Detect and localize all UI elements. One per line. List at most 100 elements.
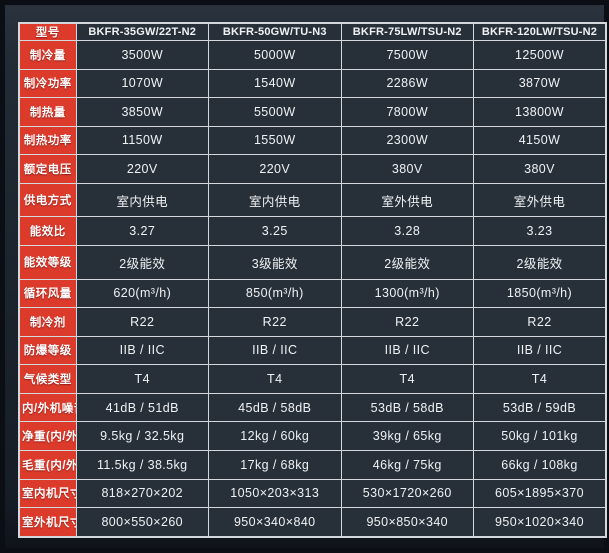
spec-value-cell: 1850(m³/h) xyxy=(473,278,607,309)
spec-value-cell: 1550W xyxy=(208,125,342,156)
table-row: 循环风量 620(m³/h) 850(m³/h) 1300(m³/h) 1850(m³/… xyxy=(18,278,607,309)
spec-value-cell: 39kg / 65kg xyxy=(340,421,474,451)
spec-value-cell: IIB / IIC xyxy=(473,335,607,366)
spec-value-cell: T4 xyxy=(340,364,474,394)
spec-value-cell: 380V xyxy=(340,154,474,184)
row-label-cell: 制冷功率 xyxy=(18,68,77,99)
spec-value-cell: 3500W xyxy=(75,40,209,70)
row-label-cell: 循环风量 xyxy=(18,278,77,309)
row-label-cell: 额定电压 xyxy=(18,154,77,184)
table-row: 能效等级 2级能效 3级能效 2级能效 2级能效 xyxy=(18,244,607,280)
spec-value-cell: 1150W xyxy=(75,125,209,156)
spec-value-cell: IIB / IIC xyxy=(340,335,474,366)
row-label-cell: 气候类型 xyxy=(18,364,77,394)
row-label-cell: 制热功率 xyxy=(18,125,77,156)
spec-value-cell: 2级能效 xyxy=(340,244,474,280)
spec-value-cell: 1540W xyxy=(208,68,342,99)
spec-value-cell: R22 xyxy=(208,307,342,337)
table-row: 气候类型 T4 T4 T4 T4 xyxy=(18,364,607,394)
spec-value-cell: R22 xyxy=(473,307,607,337)
row-label-cell: 能效等级 xyxy=(18,244,77,280)
spec-value-cell: 1070W xyxy=(75,68,209,99)
spec-value-cell: 室内供电 xyxy=(75,182,209,218)
spec-value-cell: IIB / IIC xyxy=(75,335,209,366)
table-row: 室外机尺寸 800×550×260 950×340×840 950×850×340 95… xyxy=(18,507,607,538)
spec-value-cell: R22 xyxy=(340,307,474,337)
spec-value-cell: 220V xyxy=(75,154,209,184)
row-label-cell: 室内机尺寸 xyxy=(18,478,77,509)
spec-value-cell: 950×1020×340 xyxy=(473,507,607,538)
model-name-cell: BKFR-120LW/TSU-N2 xyxy=(473,22,607,41)
spec-value-cell: 620(m³/h) xyxy=(75,278,209,309)
spec-table-body: 制冷量 3500W 5000W 7500W 12500W 制冷功率 1070W 1540W 22… xyxy=(18,40,607,538)
table-row: 额定电压 220V 220V 380V 380V xyxy=(18,154,607,184)
table-row: 制热功率 1150W 1550W 2300W 4150W xyxy=(18,125,607,156)
spec-value-cell: 66kg / 108kg xyxy=(473,449,607,480)
row-label-cell: 制冷剂 xyxy=(18,307,77,337)
spec-value-cell: 2级能效 xyxy=(75,244,209,280)
row-label-cell: 防爆等级 xyxy=(18,335,77,366)
spec-value-cell: 380V xyxy=(473,154,607,184)
spec-value-cell: 2300W xyxy=(340,125,474,156)
spec-value-cell: 5000W xyxy=(208,40,342,70)
spec-value-cell: 12kg / 60kg xyxy=(208,421,342,451)
spec-value-cell: 1050×203×313 xyxy=(208,478,342,509)
row-label-cell: 内/外机噪音 xyxy=(18,392,77,423)
header-label-cell: 型号 xyxy=(18,22,77,41)
spec-value-cell: 3850W xyxy=(75,97,209,127)
spec-value-cell: 2286W xyxy=(340,68,474,99)
row-label-cell: 能效比 xyxy=(18,216,77,246)
spec-value-cell: 3.25 xyxy=(208,216,342,246)
spec-value-cell: 13800W xyxy=(473,97,607,127)
spec-value-cell: 53dB / 58dB xyxy=(340,392,474,423)
spec-value-cell: 2级能效 xyxy=(473,244,607,280)
row-label-cell: 净重(内/外) xyxy=(18,421,77,451)
spec-table: 型号 BKFR-35GW/22T-N2 BKFR-50GW/TU-N3 BKFR… xyxy=(18,22,607,538)
spec-value-cell: 12500W xyxy=(473,40,607,70)
table-row: 制冷剂 R22 R22 R22 R22 xyxy=(18,307,607,337)
spec-value-cell: T4 xyxy=(75,364,209,394)
spec-value-cell: 530×1720×260 xyxy=(340,478,474,509)
spec-value-cell: 5500W xyxy=(208,97,342,127)
spec-value-cell: 9.5kg / 32.5kg xyxy=(75,421,209,451)
spec-value-cell: 7800W xyxy=(340,97,474,127)
spec-value-cell: 7500W xyxy=(340,40,474,70)
spec-value-cell: IIB / IIC xyxy=(208,335,342,366)
table-row: 室内机尺寸 818×270×202 1050×203×313 530×1720×260… xyxy=(18,478,607,509)
row-label-cell: 供电方式 xyxy=(18,182,77,218)
model-name-cell: BKFR-75LW/TSU-N2 xyxy=(340,22,474,41)
table-row: 制冷量 3500W 5000W 7500W 12500W xyxy=(18,40,607,70)
spec-value-cell: 3870W xyxy=(473,68,607,99)
spec-value-cell: 605×1895×370 xyxy=(473,478,607,509)
table-row: 供电方式 室内供电 室内供电 室外供电 室外供电 xyxy=(18,182,607,218)
spec-value-cell: 3级能效 xyxy=(208,244,342,280)
spec-value-cell: 11.5kg / 38.5kg xyxy=(75,449,209,480)
row-label-cell: 制冷量 xyxy=(18,40,77,70)
spec-value-cell: 室外供电 xyxy=(340,182,474,218)
spec-value-cell: 17kg / 68kg xyxy=(208,449,342,480)
spec-value-cell: 3.23 xyxy=(473,216,607,246)
spec-value-cell: 1300(m³/h) xyxy=(340,278,474,309)
spec-value-cell: 46kg / 75kg xyxy=(340,449,474,480)
row-label-cell: 毛重(内/外) xyxy=(18,449,77,480)
spec-value-cell: 950×340×840 xyxy=(208,507,342,538)
spec-value-cell: 220V xyxy=(208,154,342,184)
spec-value-cell: 850(m³/h) xyxy=(208,278,342,309)
spec-value-cell: 818×270×202 xyxy=(75,478,209,509)
row-label-cell: 制热量 xyxy=(18,97,77,127)
spec-value-cell: 室外供电 xyxy=(473,182,607,218)
table-header-row: 型号 BKFR-35GW/22T-N2 BKFR-50GW/TU-N3 BKFR… xyxy=(18,22,607,41)
spec-value-cell: T4 xyxy=(473,364,607,394)
spec-value-cell: 3.28 xyxy=(340,216,474,246)
spec-value-cell: R22 xyxy=(75,307,209,337)
spec-value-cell: T4 xyxy=(208,364,342,394)
spec-value-cell: 50kg / 101kg xyxy=(473,421,607,451)
model-name-cell: BKFR-50GW/TU-N3 xyxy=(208,22,342,41)
spec-value-cell: 3.27 xyxy=(75,216,209,246)
spec-value-cell: 45dB / 58dB xyxy=(208,392,342,423)
spec-value-cell: 4150W xyxy=(473,125,607,156)
model-name-cell: BKFR-35GW/22T-N2 xyxy=(75,22,209,41)
